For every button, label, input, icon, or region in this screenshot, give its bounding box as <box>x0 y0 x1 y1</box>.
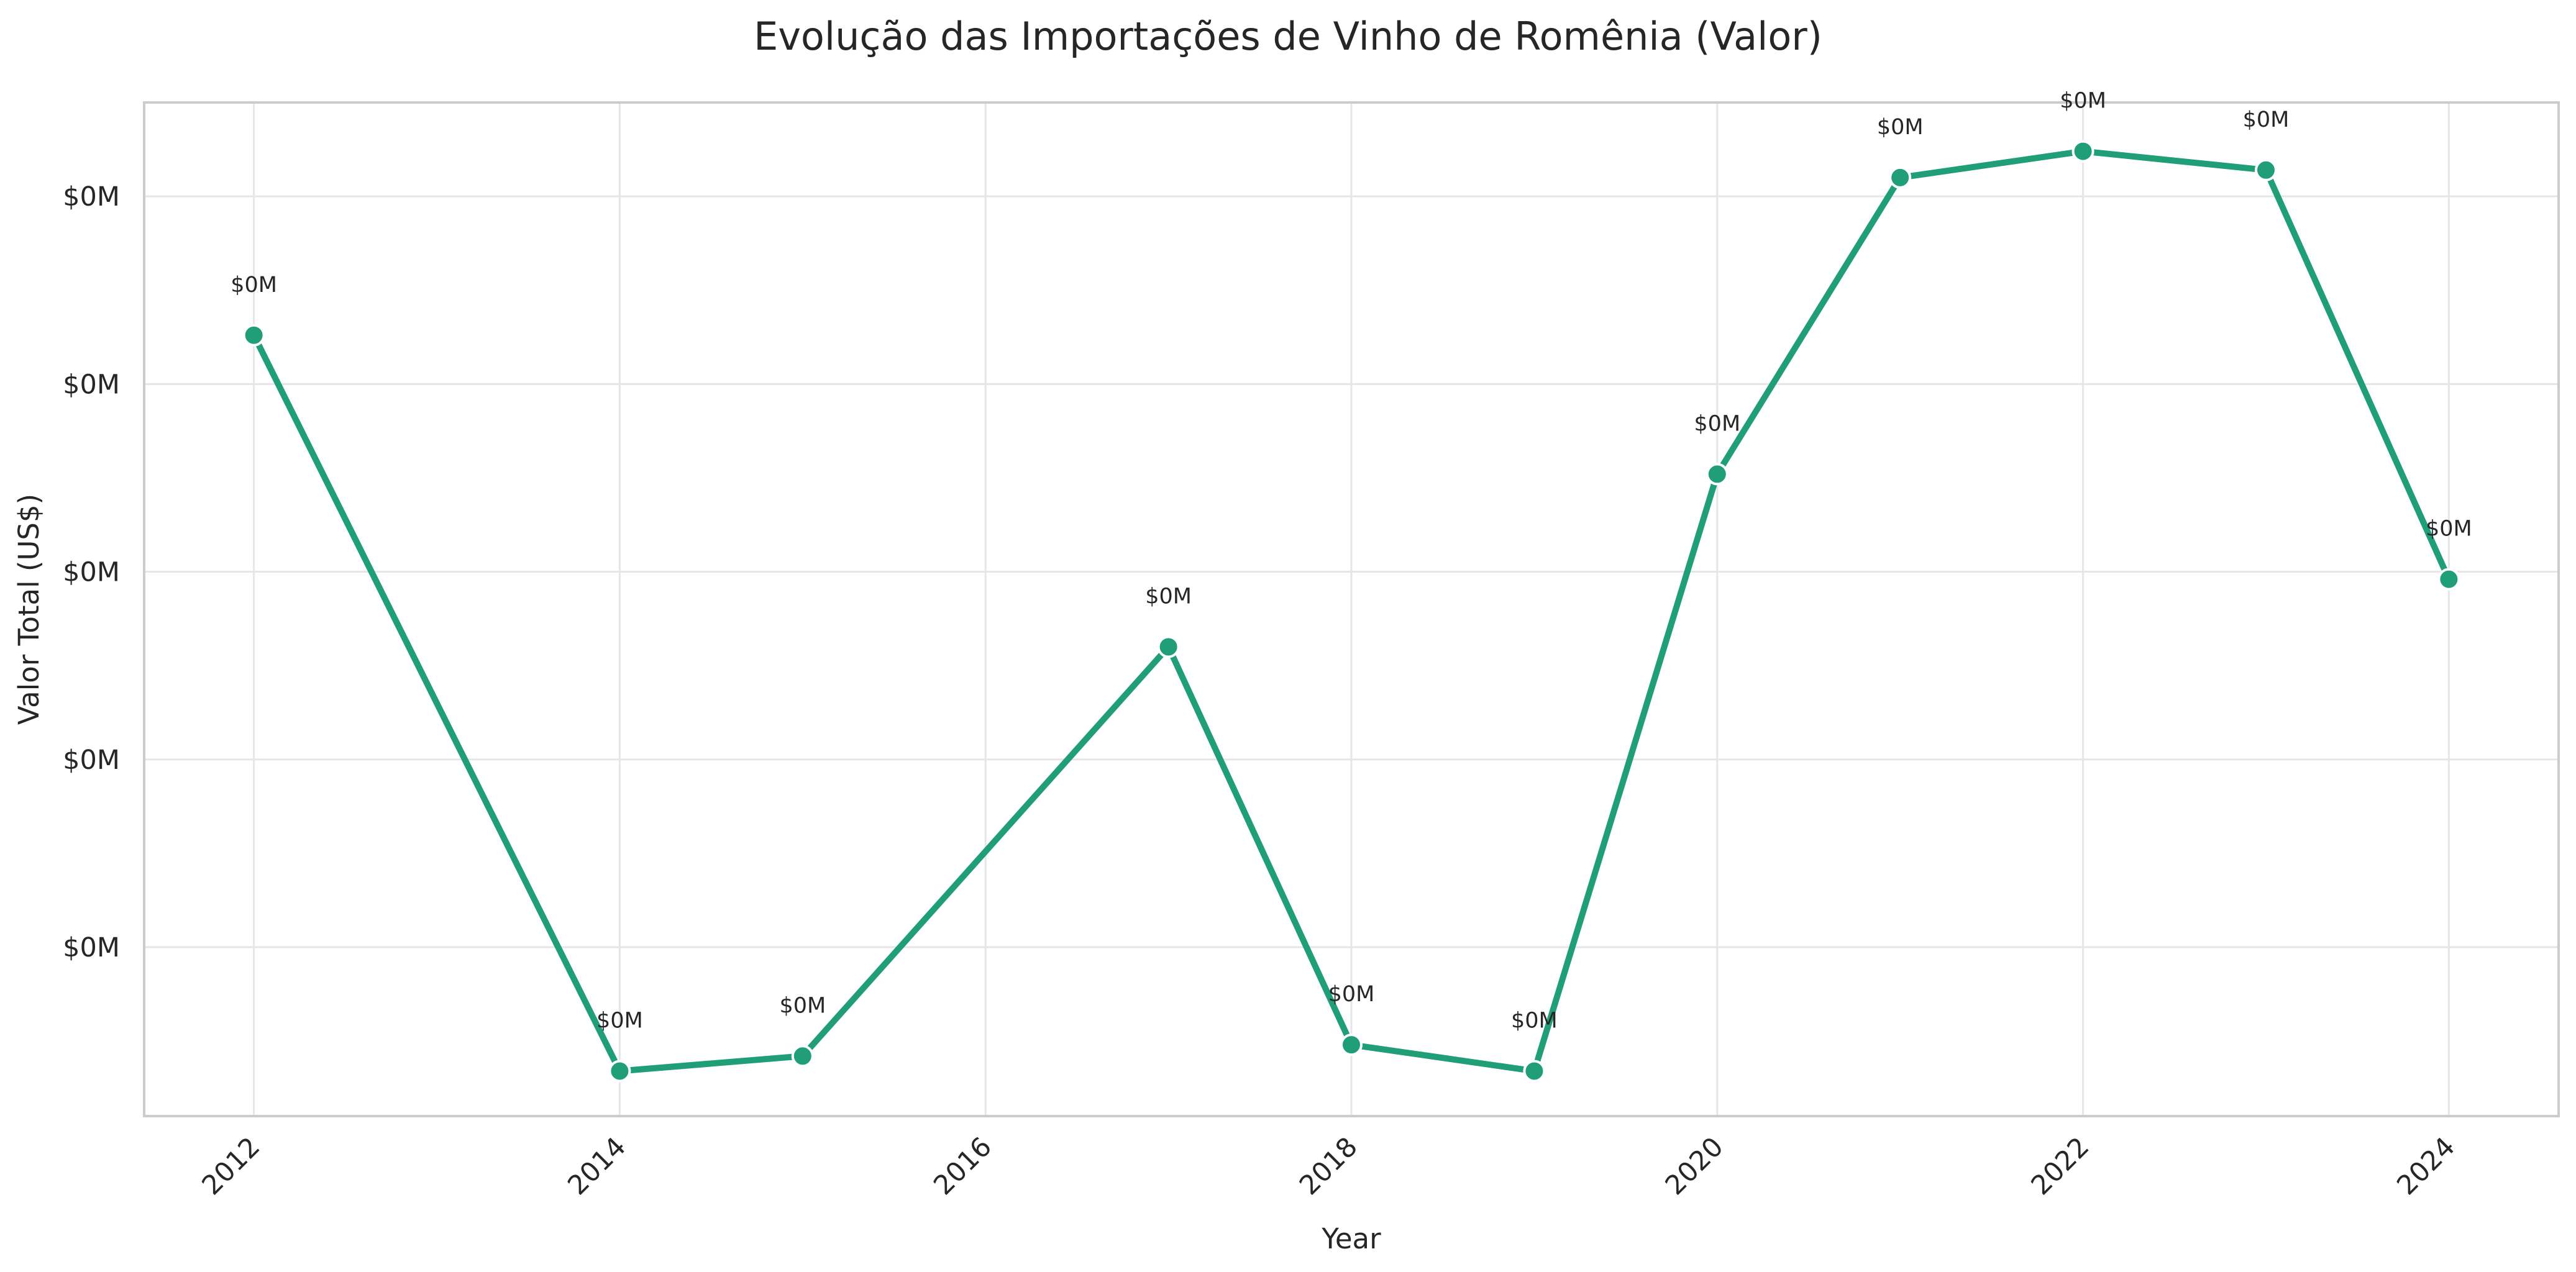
data-point <box>2254 158 2277 181</box>
data-point <box>1889 166 1912 189</box>
grid <box>144 102 2559 1116</box>
x-tick-label: 2020 <box>1660 1131 1730 1201</box>
y-tick-label: $0M <box>63 745 120 776</box>
series <box>242 140 2460 1083</box>
x-tick-label: 2022 <box>2026 1131 2096 1201</box>
data-label: $0M <box>779 993 826 1018</box>
x-tick-label: 2014 <box>562 1131 632 1201</box>
data-label: $0M <box>1877 115 1924 140</box>
x-tick-label: 2024 <box>2391 1131 2461 1201</box>
chart-title: Evolução das Importações de Vinho de Rom… <box>754 14 1822 59</box>
plot-frame <box>143 101 2560 1117</box>
data-labels: $0M $0M $0M $0M $0M $0M $0M $0M $0M $0M $0M <box>231 89 2472 1034</box>
data-label: $0M <box>1145 584 1192 609</box>
x-axis-ticks: 2012 2014 2016 2018 2020 2022 2024 <box>196 1131 2461 1201</box>
data-label: $0M <box>1511 1008 1558 1033</box>
data-label: $0M <box>231 273 277 298</box>
data-label: $0M <box>596 1008 643 1033</box>
x-tick-label: 2012 <box>196 1131 267 1201</box>
data-label: $0M <box>1328 982 1375 1007</box>
data-point <box>242 324 265 347</box>
x-tick-label: 2018 <box>1294 1131 1364 1201</box>
x-tick-label: 2016 <box>928 1131 998 1201</box>
data-label: $0M <box>2426 517 2472 542</box>
x-axis-label: Year <box>1321 1222 1381 1255</box>
y-tick-label: $0M <box>63 932 120 963</box>
data-point <box>608 1060 631 1083</box>
data-point <box>791 1045 814 1068</box>
y-axis-ticks: $0M $0M $0M $0M $0M <box>63 181 120 963</box>
data-label: $0M <box>1694 411 1740 436</box>
data-label: $0M <box>2243 107 2290 132</box>
data-point <box>1523 1060 1546 1083</box>
y-tick-label: $0M <box>63 557 120 588</box>
data-label: $0M <box>2060 89 2106 114</box>
y-tick-label: $0M <box>63 369 120 400</box>
data-point <box>1157 635 1180 658</box>
data-point <box>1340 1034 1363 1056</box>
data-point <box>2071 140 2094 163</box>
data-point <box>2437 568 2460 591</box>
y-axis-label: Valor Total (US$) <box>12 494 45 725</box>
data-point <box>1706 463 1729 486</box>
y-tick-label: $0M <box>63 181 120 212</box>
